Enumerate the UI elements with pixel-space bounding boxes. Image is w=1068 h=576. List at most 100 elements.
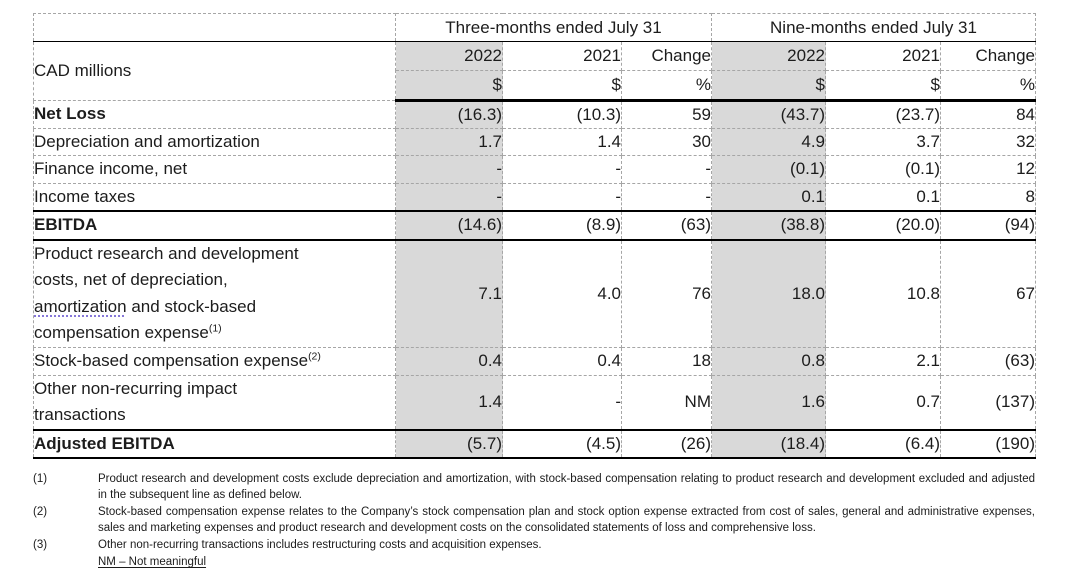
- value-cell: (137): [940, 375, 1036, 431]
- spellcheck-underline: amortization: [34, 296, 127, 316]
- row-label: Adjusted EBITDA: [33, 429, 396, 459]
- footnote-nm: NM – Not meaningful: [33, 554, 1035, 570]
- table-row-income-taxes: Income taxes - - -0.1 0.1 8: [33, 183, 1036, 212]
- value-cell: 4.0: [502, 239, 622, 348]
- value-cell: (20.0): [825, 211, 941, 241]
- value-cell: -: [502, 375, 622, 431]
- table-row-net-loss: Net Loss (16.3) (10.3) 59 (43.7) (23.7) 84: [33, 100, 1036, 129]
- footnote-number: (1): [33, 473, 48, 485]
- value-cell: -: [502, 183, 622, 212]
- footnote-1: (1) Product research and development cost…: [33, 471, 1035, 503]
- table-unit-header-row: $ $ % $ $ %: [34, 70, 1036, 102]
- value-cell: (4.5): [502, 429, 622, 459]
- value-cell: 0.1: [825, 183, 941, 212]
- value-cell: (0.1): [711, 155, 826, 184]
- footnote-number: (2): [33, 506, 48, 518]
- col-header-9m-2021: 2021: [825, 41, 941, 71]
- unit-header-9m-change: %: [940, 70, 1036, 102]
- value-cell: 0.4: [502, 347, 622, 376]
- value-cell: 8: [940, 183, 1036, 212]
- table-row-adjusted-ebitda: Adjusted EBITDA (5.7) (4.5) (26) (18.4) (6.4)…: [33, 429, 1036, 459]
- value-cell: 0.4: [395, 347, 503, 376]
- table-row-depreciation-amortization: Depreciation and amortization 1.7 1.4 30 4.9…: [33, 128, 1036, 156]
- table-year-header-row: CAD millions 2022 2021 Change 2022 2021 …: [33, 41, 1036, 101]
- value-cell: (0.1): [825, 155, 941, 184]
- table-row-product-rd-costs: Product research and development costs, n…: [33, 239, 1036, 348]
- table-row-stock-based-compensation: Stock-based compensation expense(2) 0.4 0.…: [33, 347, 1036, 376]
- row-label: Product research and development costs, n…: [33, 239, 396, 348]
- footnote-3: (3) Other non-recurring transactions incl…: [33, 537, 1035, 553]
- unit-header-3m-2022: $: [395, 70, 503, 102]
- ebitda-reconciliation-table: Three-months ended July 31 Nine-months e…: [33, 13, 1036, 459]
- footnote-text: Stock-based compensation expense relates…: [98, 506, 1035, 534]
- footnote-text: Other non-recurring transactions include…: [98, 539, 542, 551]
- row-label: Stock-based compensation expense(2): [33, 347, 396, 376]
- table-body: Net Loss (16.3) (10.3) 59 (43.7) (23.7) 84 Depr…: [33, 100, 1036, 459]
- value-cell: (16.3): [395, 100, 503, 129]
- value-cell: 2.1: [825, 347, 941, 376]
- table-row-other-non-recurring: Other non-recurring impact transactions 1.…: [33, 375, 1036, 431]
- value-cell: (14.6): [395, 211, 503, 241]
- group-header-nine-months: Nine-months ended July 31: [711, 13, 1036, 42]
- value-cell: 0.7: [825, 375, 941, 431]
- value-cell: 59: [621, 100, 712, 129]
- row-label: Net Loss: [33, 100, 396, 129]
- value-cell: 30: [621, 128, 712, 156]
- row-label: Depreciation and amortization: [33, 128, 396, 156]
- col-header-3m-2021: 2021: [502, 41, 622, 71]
- value-cell: 18: [621, 347, 712, 376]
- value-cell: 12: [940, 155, 1036, 184]
- value-cell: 1.4: [395, 375, 503, 431]
- value-cell: -: [621, 183, 712, 212]
- corner-label: CAD millions: [33, 41, 396, 101]
- value-cell: (8.9): [502, 211, 622, 241]
- value-cell: (94): [940, 211, 1036, 241]
- footnotes-section: (1) Product research and development cost…: [33, 471, 1035, 571]
- value-cell: NM: [621, 375, 712, 431]
- value-cell: (63): [940, 347, 1036, 376]
- value-cell: -: [621, 155, 712, 184]
- value-cell: 3.7: [825, 128, 941, 156]
- col-header-3m-change: Change: [621, 41, 712, 71]
- value-cell: 84: [940, 100, 1036, 129]
- value-cell: (43.7): [711, 100, 826, 129]
- col-header-9m-change: Change: [940, 41, 1036, 71]
- value-cell: -: [395, 155, 503, 184]
- unit-header-3m-change: %: [621, 70, 712, 102]
- table-group-header-row: Three-months ended July 31 Nine-months e…: [33, 13, 1036, 42]
- value-cell: (190): [940, 429, 1036, 459]
- value-cell: (26): [621, 429, 712, 459]
- value-cell: 0.8: [711, 347, 826, 376]
- value-cell: 18.0: [711, 239, 826, 348]
- table-row-ebitda: EBITDA (14.6) (8.9) (63) (38.8) (20.0) (94): [33, 211, 1036, 241]
- value-cell: 1.7: [395, 128, 503, 156]
- value-cell: 32: [940, 128, 1036, 156]
- value-cell: (38.8): [711, 211, 826, 241]
- footnote-reference: (1): [208, 322, 222, 335]
- value-cell: (6.4): [825, 429, 941, 459]
- unit-header-3m-2021: $: [502, 70, 622, 102]
- value-cell: 7.1: [395, 239, 503, 348]
- value-cell: 0.1: [711, 183, 826, 212]
- value-cell: 67: [940, 239, 1036, 348]
- row-label: EBITDA: [33, 211, 396, 241]
- value-cell: -: [502, 155, 622, 184]
- row-label: Finance income, net: [33, 155, 396, 184]
- value-cell: 76: [621, 239, 712, 348]
- unit-header-9m-2021: $: [825, 70, 941, 102]
- footnote-2: (2) Stock-based compensation expense rela…: [33, 504, 1035, 536]
- value-cell: -: [395, 183, 503, 212]
- value-cell: 10.8: [825, 239, 941, 348]
- row-label: Other non-recurring impact transactions: [33, 375, 396, 431]
- row-label: Income taxes: [33, 183, 396, 212]
- table-row-finance-income-net: Finance income, net - - - (0.1) (0.1) 12: [33, 155, 1036, 184]
- footnote-number: (3): [33, 539, 48, 551]
- value-cell: (5.7): [395, 429, 503, 459]
- group-header-three-months: Three-months ended July 31: [395, 13, 712, 42]
- col-header-9m-2022: 2022: [711, 41, 826, 71]
- footnote-text: Product research and development costs e…: [98, 473, 1035, 501]
- value-cell: 4.9: [711, 128, 826, 156]
- col-header-3m-2022: 2022: [395, 41, 503, 71]
- unit-header-9m-2022: $: [711, 70, 826, 102]
- value-cell: (10.3): [502, 100, 622, 129]
